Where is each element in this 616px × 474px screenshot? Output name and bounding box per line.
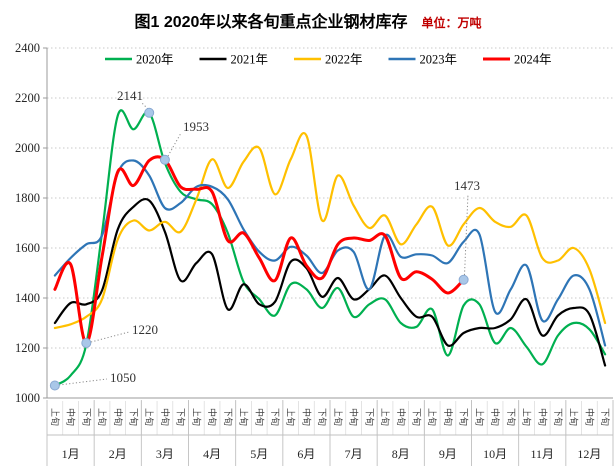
- period-label: 中旬: [254, 408, 265, 426]
- legend-label-2022年: 2022年: [325, 53, 363, 67]
- y-axis-label-2000: 2000: [15, 141, 40, 155]
- legend-item-2022年: 2022年: [294, 53, 363, 67]
- month-label-10: 10月: [483, 447, 507, 461]
- period-label: 下旬: [600, 408, 611, 426]
- period-label: 下旬: [553, 408, 564, 426]
- period-label: 上旬: [522, 408, 533, 426]
- period-label: 下旬: [270, 408, 281, 426]
- series-line-2024年: [53, 155, 466, 345]
- legend-item-2021年: 2021年: [199, 53, 269, 67]
- annotation-label-1220: 1220: [132, 322, 158, 337]
- month-label-11: 11月: [530, 447, 554, 461]
- period-label: 中旬: [113, 408, 124, 426]
- period-label: 中旬: [537, 408, 548, 426]
- period-label: 下旬: [128, 408, 139, 426]
- period-label: 中旬: [301, 408, 312, 426]
- annotation-leader-1473: [464, 193, 469, 276]
- period-label: 上旬: [380, 408, 391, 426]
- period-label: 中旬: [490, 408, 501, 426]
- chart-unit-label: 单位：万吨: [421, 16, 482, 30]
- period-label: 中旬: [349, 408, 360, 426]
- period-label: 下旬: [506, 408, 517, 426]
- period-label: 下旬: [317, 408, 328, 426]
- period-label: 中旬: [160, 408, 171, 426]
- period-label: 上旬: [333, 408, 344, 426]
- period-label: 上旬: [191, 408, 202, 426]
- annotation-label-1050: 1050: [110, 370, 136, 385]
- period-label: 上旬: [50, 408, 61, 426]
- legend-item-2020年: 2020年: [105, 53, 174, 67]
- period-label: 上旬: [569, 408, 580, 426]
- series-line-2021年: [53, 197, 607, 367]
- y-axis-label-2400: 2400: [15, 41, 40, 55]
- y-axis-label-1400: 1400: [15, 291, 40, 305]
- annotation-marker-1473: [458, 274, 469, 285]
- period-label: 下旬: [364, 408, 375, 426]
- annotation-leader-1953: [167, 132, 182, 157]
- period-label: 中旬: [396, 408, 407, 426]
- period-label: 上旬: [239, 408, 250, 426]
- annotation-marker-1220: [81, 338, 92, 348]
- period-label: 中旬: [66, 408, 77, 426]
- legend-item-2023年: 2023年: [388, 53, 458, 67]
- annotation-leader-2141: [141, 102, 149, 110]
- legend-label-2021年: 2021年: [231, 53, 269, 67]
- y-axis-label-1000: 1000: [15, 391, 40, 405]
- legend-item-2024年: 2024年: [483, 53, 552, 67]
- period-label: 下旬: [81, 408, 92, 426]
- series-line-2020年: [53, 109, 607, 387]
- period-label: 中旬: [584, 408, 595, 426]
- period-label: 下旬: [176, 408, 187, 426]
- period-label: 上旬: [427, 408, 438, 426]
- y-axis-label-1600: 1600: [15, 241, 40, 255]
- month-label-3: 3月: [156, 447, 174, 461]
- annotation-leader-1050: [58, 378, 108, 386]
- annotation-marker-1953: [159, 154, 170, 165]
- chart-title: 图1 2020年以来各旬重点企业钢材库存: [134, 14, 408, 31]
- month-label-6: 6月: [297, 447, 315, 461]
- period-label: 下旬: [411, 408, 422, 426]
- chart-header: 图1 2020年以来各旬重点企业钢材库存 单位：万吨: [0, 8, 616, 32]
- annotation-label-2141: 2141: [117, 88, 143, 103]
- legend-label-2023年: 2023年: [420, 53, 458, 67]
- legend-label-2020年: 2020年: [136, 53, 174, 67]
- y-axis-label-1200: 1200: [15, 341, 40, 355]
- y-axis-label-1800: 1800: [15, 191, 40, 205]
- period-label: 中旬: [443, 408, 454, 426]
- month-label-5: 5月: [250, 447, 268, 461]
- period-label: 下旬: [459, 408, 470, 426]
- month-label-12: 12月: [577, 447, 601, 461]
- period-label: 下旬: [223, 408, 234, 426]
- period-label: 上旬: [474, 408, 485, 426]
- month-label-8: 8月: [392, 447, 410, 461]
- period-label: 上旬: [97, 408, 108, 426]
- annotation-label-1953: 1953: [183, 119, 209, 134]
- series-line-2022年: [53, 132, 607, 330]
- annotation-marker-2141: [144, 107, 155, 118]
- period-label: 上旬: [144, 408, 155, 426]
- annotation-marker-1050: [49, 380, 60, 391]
- month-label-9: 9月: [439, 447, 457, 461]
- month-label-2: 2月: [109, 447, 127, 461]
- annotation-label-1473: 1473: [454, 178, 480, 193]
- legend-label-2024年: 2024年: [514, 53, 552, 67]
- period-label: 上旬: [286, 408, 297, 426]
- period-label: 中旬: [207, 408, 218, 426]
- month-label-7: 7月: [345, 447, 363, 461]
- month-label-1: 1月: [62, 447, 80, 461]
- month-label-4: 4月: [203, 447, 221, 461]
- y-axis-label-2200: 2200: [15, 91, 40, 105]
- annotation-leader-1220: [90, 331, 130, 343]
- series-line-2023年: [53, 159, 607, 347]
